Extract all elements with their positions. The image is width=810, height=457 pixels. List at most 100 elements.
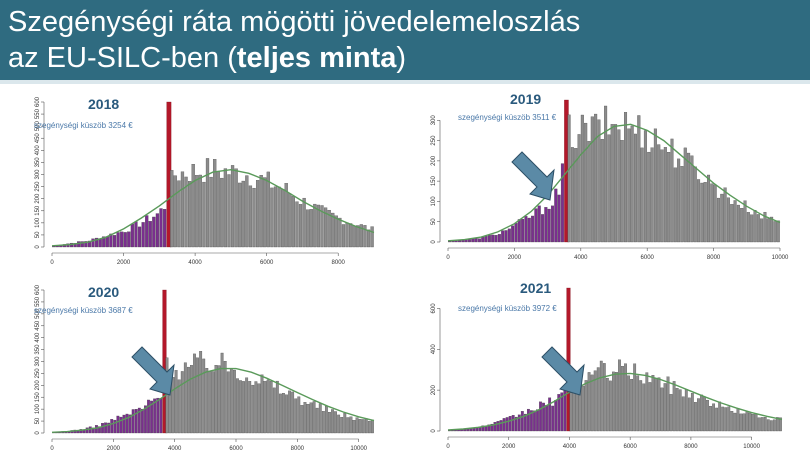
x-tick-label: 6000	[229, 446, 243, 452]
y-tick-label: 300	[35, 356, 41, 367]
histogram-bar	[295, 201, 299, 248]
histogram-bar	[723, 187, 727, 243]
histogram-bar	[680, 166, 684, 243]
histogram-bar	[718, 401, 722, 432]
y-tick-label: 400	[35, 332, 41, 343]
histogram-bar	[541, 214, 545, 243]
histogram-bar	[294, 398, 298, 434]
y-tick-label: 50	[35, 231, 41, 238]
histogram-bar	[334, 215, 338, 248]
density-curve	[447, 372, 783, 431]
title-line-2-suffix: )	[396, 42, 407, 74]
threshold-label: szegénységi küszöb 3254 €	[34, 121, 133, 130]
histogram-bar	[84, 241, 88, 248]
histogram-bar	[186, 366, 190, 434]
y-tick-label: 300	[431, 115, 437, 126]
title-line-2-bold: teljes minta	[236, 42, 397, 74]
y-tick-label: 450	[35, 320, 41, 331]
histogram-bar	[724, 407, 728, 432]
x-tick-label: 8000	[332, 260, 346, 265]
histogram-bar	[125, 413, 129, 434]
histogram-bar	[521, 218, 525, 243]
histogram-bar	[633, 363, 637, 432]
histogram-bar	[107, 422, 111, 434]
histogram-bar	[370, 226, 374, 248]
histogram-bar	[320, 205, 324, 248]
y-tick-label: 0	[35, 245, 41, 249]
histogram-bar	[220, 177, 224, 248]
histogram-bar	[85, 427, 89, 434]
histogram-bar	[199, 351, 203, 434]
histogram-bar	[779, 417, 782, 432]
histogram-bar	[597, 119, 601, 243]
histogram-bar	[517, 414, 521, 432]
histogram-bar	[753, 210, 757, 243]
histogram-bar	[663, 383, 667, 432]
histogram-bar	[557, 194, 561, 243]
histogram-bar	[745, 411, 749, 432]
histogram-bar	[116, 232, 120, 248]
histogram-bar	[607, 134, 611, 243]
histogram-bar	[712, 403, 716, 432]
histogram-bar	[481, 425, 485, 432]
histogram-bar	[678, 389, 682, 432]
histogram-bar	[309, 402, 313, 434]
histogram-bar	[690, 155, 694, 243]
histogram-bar	[660, 149, 664, 243]
histogram-bar	[707, 174, 711, 243]
density-curve	[51, 168, 375, 247]
histogram-bar	[159, 398, 163, 434]
x-tick-label: 10000	[350, 446, 367, 452]
histogram-bar	[604, 105, 608, 243]
histogram-bar	[517, 219, 521, 243]
histogram-bar	[102, 236, 106, 248]
histogram-bar	[316, 204, 321, 248]
histogram-bar	[617, 129, 621, 243]
histogram-bar	[318, 403, 322, 434]
histogram-bar	[657, 144, 661, 243]
title-line-2-prefix: az EU-SILC-ben (	[8, 42, 237, 74]
histogram-bar	[581, 385, 585, 432]
x-tick-label: 4000	[188, 260, 202, 265]
chart-panel-2019: 0 50 100 150 200 250 300 0 2000 4000 6000 8000 10000…	[420, 88, 790, 268]
histogram-bar	[505, 417, 509, 432]
histogram-bar	[584, 380, 588, 432]
histogram-bar	[205, 368, 209, 434]
histogram-bar	[590, 374, 594, 432]
y-tick-label: 150	[431, 175, 437, 186]
x-tick-label: 2000	[508, 255, 522, 261]
histogram-bar	[198, 174, 202, 248]
histogram-bar	[539, 401, 542, 432]
histogram-bar	[596, 367, 600, 432]
histogram-bar	[340, 417, 344, 434]
histogram-bar	[252, 187, 256, 248]
histogram-bar	[507, 228, 511, 243]
histogram-bar	[523, 413, 527, 432]
histogram-bar	[223, 361, 227, 434]
histogram-bar	[277, 186, 281, 248]
histogram-bar	[584, 122, 588, 243]
histogram-bar	[743, 200, 747, 243]
y-tick-label: 550	[35, 296, 41, 307]
histogram-bar	[130, 223, 134, 248]
histogram-bar	[633, 133, 637, 243]
histogram-bar	[627, 128, 631, 243]
histogram-bar	[205, 158, 210, 248]
histogram-bar	[511, 415, 515, 432]
histogram-bar	[328, 412, 331, 434]
histogram-bar	[660, 387, 664, 432]
y-tick-label: 300	[35, 169, 41, 180]
y-tick-label: 100	[35, 404, 41, 415]
histogram-bar	[491, 234, 495, 243]
histogram-bar	[234, 168, 238, 248]
histogram-bar	[284, 183, 288, 248]
slide-title: Szegénységi ráta mögötti jövedelemeloszl…	[8, 4, 808, 76]
histogram-bar	[570, 147, 574, 243]
histogram-bar	[248, 381, 252, 434]
histogram-bar	[770, 216, 774, 243]
histogram-bar	[657, 377, 661, 432]
histogram-bar	[687, 152, 691, 243]
histogram-bar	[663, 147, 667, 243]
histogram-bar	[195, 175, 199, 248]
histogram-bar	[238, 182, 242, 248]
